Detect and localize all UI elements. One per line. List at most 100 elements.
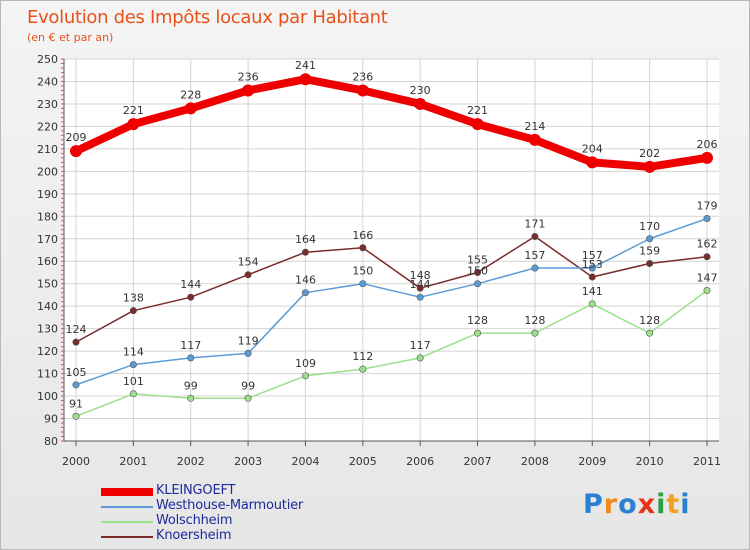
data-point (129, 361, 137, 369)
tick-labels: 8090100110120130140150160170180190200210… (37, 53, 721, 468)
data-point (301, 248, 309, 256)
data-point (474, 280, 482, 288)
data-label: 128 (524, 314, 545, 327)
data-point (70, 145, 82, 158)
data-label: 105 (66, 366, 87, 379)
data-point (72, 381, 80, 389)
x-tick-label: 2000 (62, 455, 90, 468)
data-label: 209 (66, 131, 87, 144)
y-tick-label: 170 (37, 233, 58, 246)
data-label: 150 (352, 265, 373, 278)
x-tick-label: 2010 (636, 455, 664, 468)
data-point (416, 284, 424, 292)
data-point (244, 394, 252, 402)
data-point (72, 338, 80, 346)
x-tick-label: 2011 (693, 455, 721, 468)
data-point (474, 268, 482, 276)
data-point (471, 118, 484, 131)
y-tick-label: 110 (37, 368, 58, 381)
y-tick-label: 200 (37, 165, 58, 178)
data-label: 146 (295, 274, 316, 287)
y-tick-label: 190 (37, 188, 58, 201)
data-point (528, 133, 541, 146)
data-label: 144 (180, 278, 201, 291)
x-tick-label: 2008 (521, 455, 549, 468)
data-point (416, 354, 424, 362)
chart-subtitle: (en € et par an) (27, 31, 114, 44)
y-tick-label: 100 (37, 390, 58, 403)
data-label: 162 (697, 238, 718, 251)
data-label: 171 (524, 218, 545, 231)
data-label: 206 (697, 138, 718, 151)
data-point (586, 156, 599, 169)
y-tick-label: 80 (44, 435, 58, 448)
x-tick-label: 2005 (349, 455, 377, 468)
data-label: 147 (697, 271, 718, 284)
y-tick-label: 140 (37, 300, 58, 313)
axes (61, 58, 719, 446)
data-point (127, 118, 140, 131)
plot-area (64, 59, 719, 441)
data-point (646, 259, 654, 267)
logo-letter: P (583, 489, 604, 520)
data-labels: 209 221 228 236 241 236 230 221 214 204 202 206 105 1… (66, 59, 718, 410)
data-label: 148 (410, 269, 431, 282)
data-label: 236 (352, 70, 373, 83)
data-point (129, 307, 137, 315)
data-point (356, 84, 369, 97)
data-point (474, 329, 482, 337)
data-label: 117 (410, 339, 431, 352)
data-label: 128 (467, 314, 488, 327)
data-label: 112 (352, 350, 373, 363)
data-label: 214 (524, 120, 545, 133)
x-tick-label: 2009 (578, 455, 606, 468)
data-point (643, 160, 656, 173)
data-label: 117 (180, 339, 201, 352)
data-point (187, 354, 195, 362)
data-label: 179 (697, 200, 718, 213)
x-tick-label: 2004 (291, 455, 319, 468)
x-tick-label: 2003 (234, 455, 262, 468)
series-line-kleingoeft (74, 75, 708, 171)
y-tick-label: 90 (44, 413, 58, 426)
data-point (244, 349, 252, 357)
y-tick-label: 220 (37, 120, 58, 133)
data-point (359, 244, 367, 252)
y-tick-label: 180 (37, 210, 58, 223)
logo-letter: r (603, 489, 619, 520)
series-line-wolschheim (75, 289, 708, 417)
legend-label: Wolschheim (156, 513, 233, 528)
data-label: 155 (467, 253, 488, 266)
data-point (129, 390, 137, 398)
legend-label: Knoersheim (156, 528, 232, 543)
legend-label: KLEINGOEFT (156, 483, 236, 498)
data-label: 202 (639, 147, 660, 160)
x-tick-label: 2007 (464, 455, 492, 468)
data-label: 230 (410, 84, 431, 97)
grid (64, 58, 719, 442)
data-point (187, 394, 195, 402)
data-label: 119 (238, 334, 259, 347)
data-point (531, 264, 539, 272)
series-group (70, 73, 713, 420)
data-point (242, 84, 255, 97)
data-point (299, 73, 312, 86)
data-label: 241 (295, 59, 316, 72)
data-label: 109 (295, 357, 316, 370)
data-label: 157 (524, 249, 545, 262)
data-point (416, 293, 424, 301)
data-label: 91 (69, 397, 83, 410)
series-line-westhouse-marmoutier (75, 217, 708, 386)
y-tick-label: 210 (37, 143, 58, 156)
data-label: 150 (467, 265, 488, 278)
y-tick-label: 160 (37, 255, 58, 268)
data-point (588, 264, 596, 272)
data-label: 228 (180, 88, 201, 101)
data-label: 144 (410, 278, 431, 291)
legend-label: Westhouse-Marmoutier (156, 498, 304, 513)
data-label: 99 (241, 379, 255, 392)
data-point (187, 293, 195, 301)
data-label: 157 (582, 249, 603, 262)
data-label: 221 (467, 104, 488, 117)
